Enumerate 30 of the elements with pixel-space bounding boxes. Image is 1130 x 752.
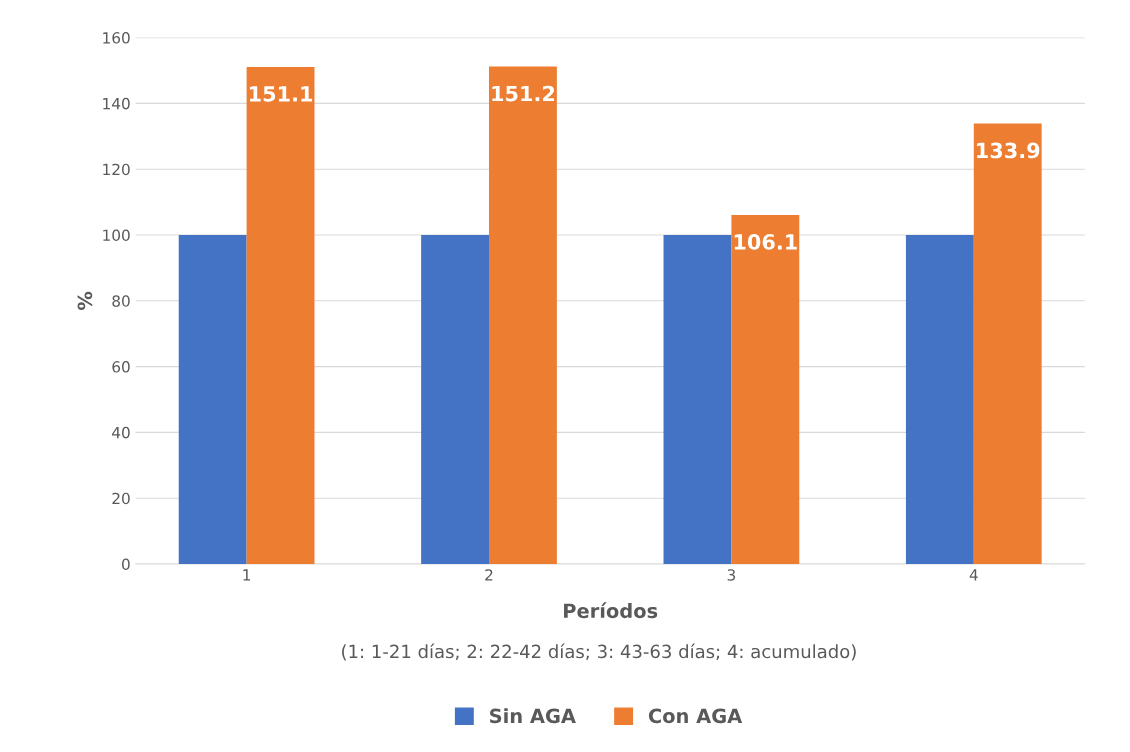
y-tick-label: 80 — [112, 295, 130, 307]
y-tick-label: 0 — [122, 558, 130, 571]
data-label: 106.1 — [734, 234, 797, 250]
data-label: 133.9 — [977, 142, 1040, 159]
y-tick-label: 40 — [112, 426, 130, 439]
y-tick-label: 160 — [103, 32, 130, 44]
bar — [973, 123, 1042, 564]
data-label: 151.1 — [249, 86, 313, 102]
text: (1: 1-21 días; 2: 22-42 días; 3: 43-63 días; 4: acumulado) — [342, 643, 856, 661]
data-label: 151.2 — [492, 85, 555, 102]
bar — [178, 235, 247, 564]
y-axis-title: % — [77, 291, 93, 310]
y-tick-label: 100 — [103, 229, 130, 242]
x-tick-label: 3 — [727, 569, 736, 581]
x-tick-label: 4 — [969, 569, 978, 581]
y-tick-label: 120 — [103, 163, 130, 176]
legend-label: Sin AGA — [490, 708, 576, 724]
x-axis-title: Períodos — [564, 602, 658, 619]
x-tick-label: 1 — [243, 569, 251, 581]
bar — [905, 235, 974, 564]
x-tick-label: 2 — [485, 569, 493, 581]
legend-label: Con AGA — [648, 708, 743, 724]
y-tick-label: 20 — [112, 492, 130, 505]
bar — [489, 66, 557, 564]
bar — [421, 235, 489, 564]
bar — [246, 66, 315, 564]
y-tick-label: 140 — [103, 97, 130, 110]
bar — [663, 235, 732, 564]
bar — [731, 214, 800, 564]
y-tick-label: 60 — [112, 361, 130, 373]
